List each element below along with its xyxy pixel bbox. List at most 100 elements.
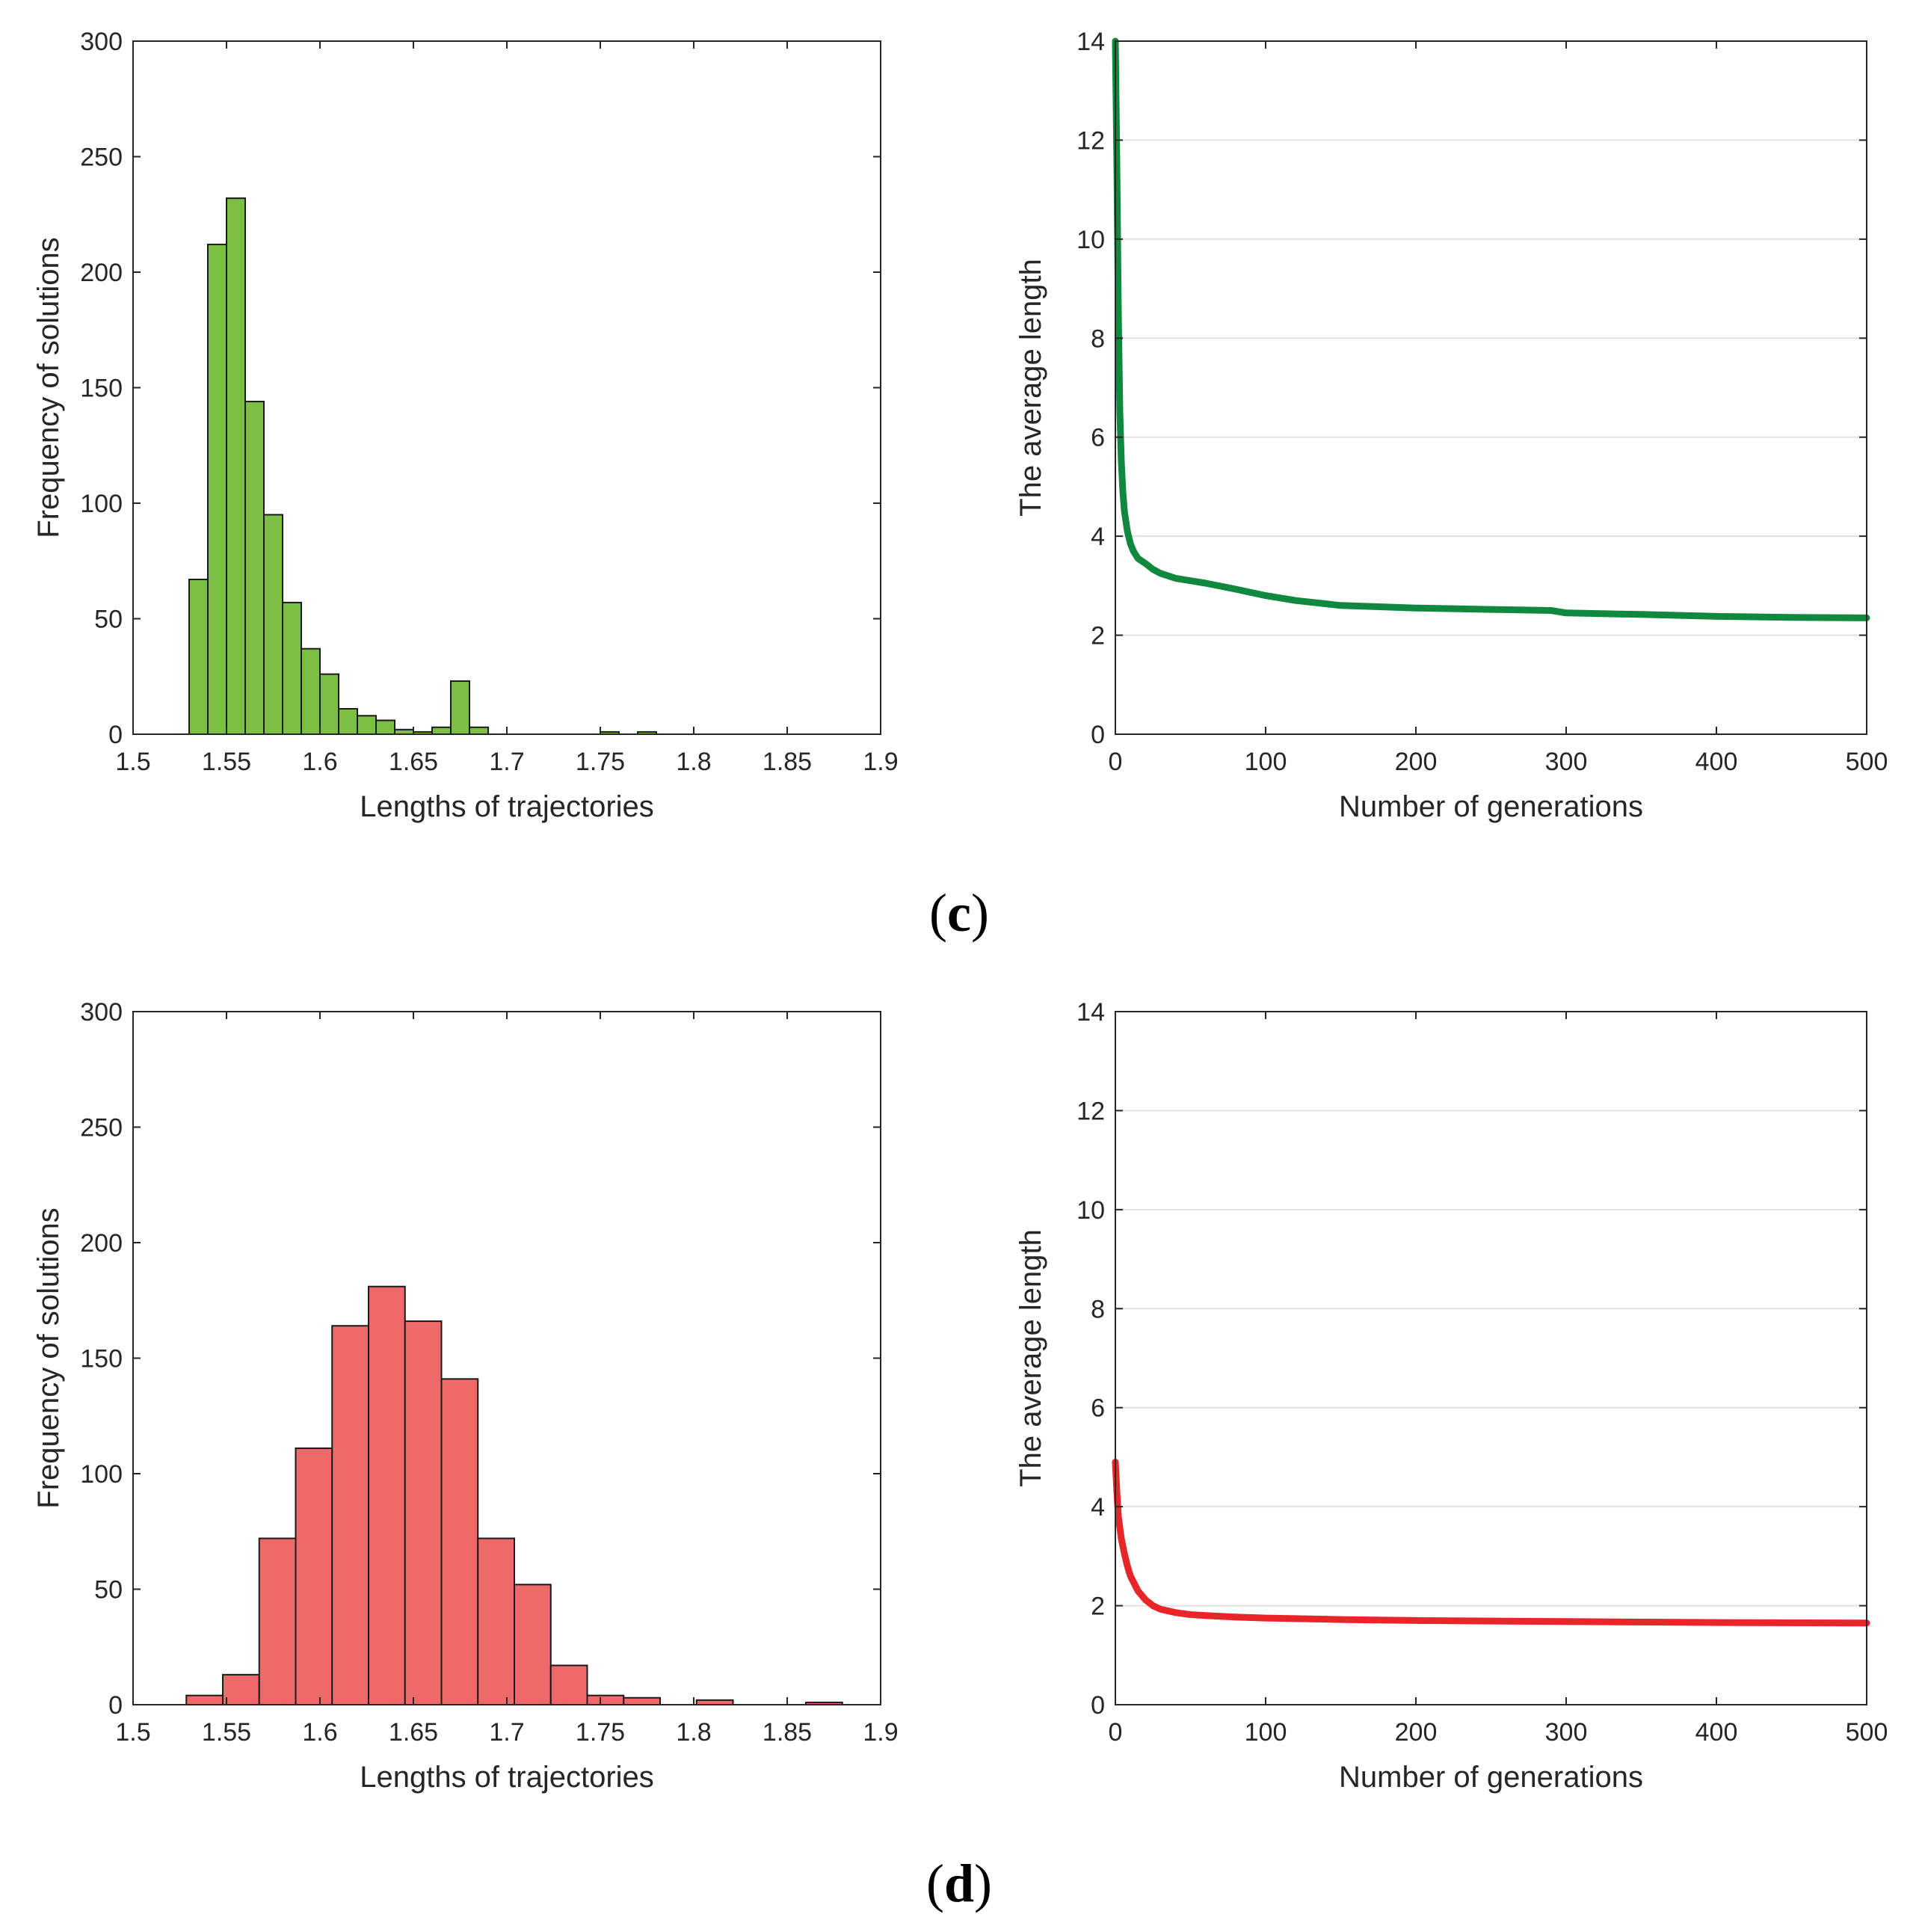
y-tick-label: 12 — [1076, 1097, 1105, 1125]
histogram-bar — [222, 1673, 260, 1706]
y-axis-label: The average length — [1014, 259, 1047, 517]
y-tick-label: 4 — [1091, 523, 1105, 551]
panel-label-c-close: ) — [971, 883, 989, 943]
y-tick-label: 14 — [1076, 998, 1105, 1027]
panel-label-d-close: ) — [974, 1853, 992, 1913]
histogram-bar — [623, 1696, 661, 1705]
histogram-bar — [301, 647, 321, 735]
y-tick-label: 2 — [1091, 1593, 1105, 1621]
y-tick-label: 10 — [1076, 226, 1105, 254]
y-axis-label: Frequency of solutions — [32, 237, 65, 538]
x-tick-label: 1.65 — [389, 748, 438, 776]
y-tick-label: 300 — [80, 28, 123, 56]
y-tick-label: 14 — [1076, 28, 1105, 56]
x-tick-label: 1.5 — [115, 1718, 150, 1747]
y-tick-label: 2 — [1091, 622, 1105, 650]
histogram-bar — [450, 680, 470, 735]
x-tick-label: 1.55 — [202, 748, 251, 776]
y-tick-label: 12 — [1076, 126, 1105, 155]
histogram-bar — [282, 601, 302, 735]
panel-label-d-letter: d — [944, 1853, 974, 1913]
histogram-bar — [357, 715, 377, 736]
histogram-bar — [295, 1448, 333, 1705]
histogram-bar — [226, 197, 246, 735]
y-tick-label: 200 — [80, 259, 123, 287]
panel-label-c-open: ( — [929, 883, 947, 943]
histogram-bar — [331, 1325, 369, 1705]
histogram-bar — [586, 1694, 625, 1705]
y-tick-label: 250 — [80, 1114, 123, 1142]
y-tick-label: 6 — [1091, 1394, 1105, 1423]
histogram-bar — [404, 1320, 443, 1706]
x-tick-label: 100 — [1245, 748, 1287, 776]
y-tick-label: 100 — [80, 1460, 123, 1489]
histogram-bar — [319, 673, 339, 735]
x-axis-label: Number of generations — [1339, 1761, 1643, 1794]
x-tick-label: 1.85 — [763, 748, 812, 776]
x-tick-label: 100 — [1245, 1718, 1287, 1747]
y-tick-label: 6 — [1091, 424, 1105, 452]
histogram-bar — [338, 708, 358, 736]
x-tick-label: 1.5 — [115, 748, 150, 776]
x-tick-label: 0 — [1109, 1718, 1123, 1747]
x-tick-label: 1.6 — [302, 748, 337, 776]
x-tick-label: 1.8 — [676, 1718, 711, 1747]
x-axis-label: Number of generations — [1339, 790, 1643, 823]
x-tick-label: 1.7 — [489, 1718, 524, 1747]
y-tick-label: 0 — [1091, 1691, 1105, 1720]
histogram-c: 1.5 1.55 1.6 1.65 1.7 1.75 1.8 1.85 1.9 0 50 100 150… — [32, 28, 899, 823]
x-axis-label: Lengths of trajectories — [360, 1761, 654, 1794]
histogram-bar — [549, 1664, 588, 1705]
x-tick-label: 200 — [1395, 1718, 1438, 1747]
y-tick-label: 8 — [1091, 324, 1105, 353]
y-tick-label: 50 — [94, 1576, 123, 1605]
panel-label-c: (c) — [929, 883, 989, 943]
x-tick-label: 200 — [1395, 748, 1438, 776]
x-tick-label: 500 — [1846, 748, 1888, 776]
y-tick-label: 250 — [80, 144, 123, 172]
x-tick-label: 300 — [1545, 1718, 1588, 1747]
y-axis-label: Frequency of solutions — [32, 1208, 65, 1508]
histogram-bar — [477, 1537, 515, 1706]
y-tick-label: 0 — [1091, 721, 1105, 749]
histogram-bar — [431, 726, 452, 735]
x-tick-label: 1.8 — [676, 748, 711, 776]
histogram-d: 1.5 1.55 1.6 1.65 1.7 1.75 1.8 1.85 1.9 0 50 100 150… — [32, 998, 899, 1794]
x-tick-label: 1.75 — [576, 748, 625, 776]
x-tick-label: 1.75 — [576, 1718, 625, 1747]
histogram-bar — [368, 1285, 406, 1705]
histogram-bar — [207, 243, 227, 736]
histogram-bar — [514, 1584, 552, 1706]
x-tick-label: 1.65 — [389, 1718, 438, 1747]
x-tick-label: 400 — [1695, 748, 1738, 776]
convergence-plot-d: 0 100 200 300 400 500 0 2 4 6 8 10 12 14 Number of gen… — [1014, 998, 1888, 1794]
y-axis-label: The average length — [1014, 1229, 1047, 1487]
x-tick-label: 1.9 — [863, 1718, 898, 1747]
y-tick-label: 8 — [1091, 1295, 1105, 1323]
x-tick-label: 1.55 — [202, 1718, 251, 1747]
y-tick-label: 100 — [80, 490, 123, 518]
histogram-bar — [188, 578, 209, 735]
panel-label-c-letter: c — [947, 883, 971, 943]
panel-label-d-open: ( — [926, 1853, 944, 1913]
series-line — [1112, 37, 1870, 621]
x-tick-label: 1.6 — [302, 1718, 337, 1747]
x-tick-label: 300 — [1545, 748, 1588, 776]
histogram-bar — [375, 719, 395, 736]
y-tick-label: 0 — [108, 1691, 123, 1720]
x-tick-label: 400 — [1695, 1718, 1738, 1747]
y-tick-label: 4 — [1091, 1493, 1105, 1522]
x-tick-label: 0 — [1109, 748, 1123, 776]
histogram-bar — [440, 1378, 479, 1706]
histogram-bar — [469, 726, 489, 735]
x-tick-label: 1.9 — [863, 748, 898, 776]
convergence-plot-c: 0 100 200 300 400 500 0 2 4 6 8 10 12 14 Number of gen… — [1014, 28, 1888, 823]
series-line — [1112, 1459, 1870, 1627]
y-tick-label: 150 — [80, 375, 123, 403]
y-tick-label: 300 — [80, 998, 123, 1027]
histogram-bar — [244, 401, 265, 735]
x-tick-label: 1.85 — [763, 1718, 812, 1747]
y-tick-label: 10 — [1076, 1196, 1105, 1225]
y-tick-label: 200 — [80, 1229, 123, 1258]
